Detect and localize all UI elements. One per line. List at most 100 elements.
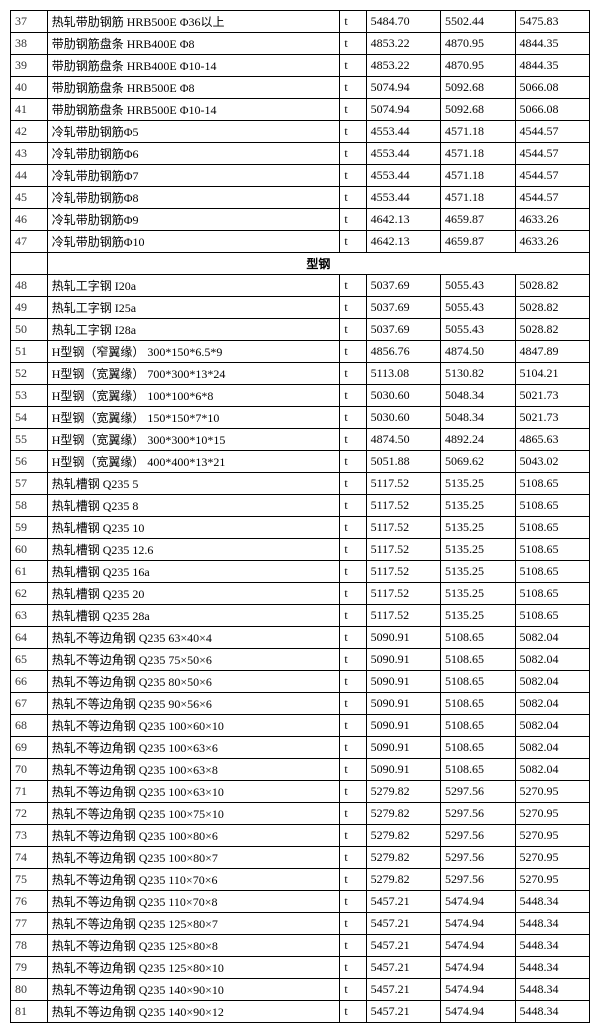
price-3: 5082.04 <box>515 715 590 737</box>
row-number: 45 <box>11 187 48 209</box>
price-3: 5270.95 <box>515 847 590 869</box>
unit: t <box>340 297 366 319</box>
price-3: 5448.34 <box>515 957 590 979</box>
table-row: 70热轧不等边角钢 Q235 100×63×8t5090.915108.6550… <box>11 759 590 781</box>
price-3: 5270.95 <box>515 825 590 847</box>
price-3: 5066.08 <box>515 99 590 121</box>
price-2: 5297.56 <box>441 781 515 803</box>
price-2: 5135.25 <box>441 605 515 627</box>
price-1: 4553.44 <box>366 187 440 209</box>
row-number: 78 <box>11 935 48 957</box>
row-number: 56 <box>11 451 48 473</box>
row-number: 75 <box>11 869 48 891</box>
price-3: 5082.04 <box>515 627 590 649</box>
price-2: 4571.18 <box>441 121 515 143</box>
unit: t <box>340 33 366 55</box>
row-number: 65 <box>11 649 48 671</box>
unit: t <box>340 979 366 1001</box>
unit: t <box>340 737 366 759</box>
unit: t <box>340 187 366 209</box>
table-row: 77热轧不等边角钢 Q235 125×80×7t5457.215474.9454… <box>11 913 590 935</box>
unit: t <box>340 495 366 517</box>
row-number: 40 <box>11 77 48 99</box>
price-1: 4553.44 <box>366 143 440 165</box>
price-1: 5030.60 <box>366 385 440 407</box>
table-row: 49热轧工字钢 I25at5037.695055.435028.82 <box>11 297 590 319</box>
row-number: 77 <box>11 913 48 935</box>
price-2: 4659.87 <box>441 231 515 253</box>
price-3: 5082.04 <box>515 737 590 759</box>
price-2: 5108.65 <box>441 649 515 671</box>
material-description: 热轧不等边角钢 Q235 100×63×10 <box>47 781 340 803</box>
material-description: 冷轧带肋钢筋Φ9 <box>47 209 340 231</box>
price-1: 5037.69 <box>366 319 440 341</box>
table-row: 69热轧不等边角钢 Q235 100×63×6t5090.915108.6550… <box>11 737 590 759</box>
row-number: 43 <box>11 143 48 165</box>
row-number: 60 <box>11 539 48 561</box>
unit: t <box>340 759 366 781</box>
material-description: 热轧槽钢 Q235 10 <box>47 517 340 539</box>
price-2: 5474.94 <box>441 935 515 957</box>
material-description: 热轧不等边角钢 Q235 100×80×7 <box>47 847 340 869</box>
price-2: 5135.25 <box>441 517 515 539</box>
price-3: 5082.04 <box>515 759 590 781</box>
material-description: 热轧不等边角钢 Q235 110×70×6 <box>47 869 340 891</box>
price-1: 4856.76 <box>366 341 440 363</box>
unit: t <box>340 715 366 737</box>
price-1: 5117.52 <box>366 605 440 627</box>
price-2: 5048.34 <box>441 407 515 429</box>
unit: t <box>340 121 366 143</box>
table-row: 71热轧不等边角钢 Q235 100×63×10t5279.825297.565… <box>11 781 590 803</box>
price-1: 5457.21 <box>366 1001 440 1023</box>
table-row: 45冷轧带肋钢筋Φ8t4553.444571.184544.57 <box>11 187 590 209</box>
price-1: 4553.44 <box>366 121 440 143</box>
row-number: 79 <box>11 957 48 979</box>
material-description: 热轧槽钢 Q235 20 <box>47 583 340 605</box>
row-number: 70 <box>11 759 48 781</box>
unit: t <box>340 77 366 99</box>
unit: t <box>340 891 366 913</box>
material-description: 带肋钢筋盘条 HRB400E Φ8 <box>47 33 340 55</box>
table-row: 72热轧不等边角钢 Q235 100×75×10t5279.825297.565… <box>11 803 590 825</box>
price-2: 5297.56 <box>441 803 515 825</box>
price-2: 5135.25 <box>441 539 515 561</box>
price-2: 4892.24 <box>441 429 515 451</box>
price-2: 4571.18 <box>441 165 515 187</box>
row-number: 38 <box>11 33 48 55</box>
table-row: 42冷轧带肋钢筋Φ5t4553.444571.184544.57 <box>11 121 590 143</box>
price-3: 5108.65 <box>515 561 590 583</box>
table-row: 51H型钢（窄翼缘） 300*150*6.5*9t4856.764874.504… <box>11 341 590 363</box>
price-2: 5135.25 <box>441 495 515 517</box>
price-2: 5130.82 <box>441 363 515 385</box>
price-3: 5082.04 <box>515 649 590 671</box>
table-row: 62热轧槽钢 Q235 20t5117.525135.255108.65 <box>11 583 590 605</box>
material-description: 热轧不等边角钢 Q235 75×50×6 <box>47 649 340 671</box>
material-description: H型钢（宽翼缘） 150*150*7*10 <box>47 407 340 429</box>
row-number: 47 <box>11 231 48 253</box>
price-1: 5279.82 <box>366 825 440 847</box>
table-row: 46冷轧带肋钢筋Φ9t4642.134659.874633.26 <box>11 209 590 231</box>
table-row: 44冷轧带肋钢筋Φ7t4553.444571.184544.57 <box>11 165 590 187</box>
price-3: 4544.57 <box>515 165 590 187</box>
price-1: 5090.91 <box>366 693 440 715</box>
table-row: 79热轧不等边角钢 Q235 125×80×10t5457.215474.945… <box>11 957 590 979</box>
price-1: 4853.22 <box>366 55 440 77</box>
price-1: 5117.52 <box>366 561 440 583</box>
price-3: 5448.34 <box>515 891 590 913</box>
table-row: 54H型钢（宽翼缘） 150*150*7*10t5030.605048.3450… <box>11 407 590 429</box>
price-2: 5108.65 <box>441 715 515 737</box>
price-3: 5108.65 <box>515 495 590 517</box>
material-description: 热轧槽钢 Q235 12.6 <box>47 539 340 561</box>
price-1: 5090.91 <box>366 737 440 759</box>
table-row: 67热轧不等边角钢 Q235 90×56×6t5090.915108.65508… <box>11 693 590 715</box>
unit: t <box>340 935 366 957</box>
price-3: 5021.73 <box>515 385 590 407</box>
price-2: 5108.65 <box>441 737 515 759</box>
price-1: 4874.50 <box>366 429 440 451</box>
material-description: 热轧不等边角钢 Q235 90×56×6 <box>47 693 340 715</box>
section-empty-cell <box>11 253 48 275</box>
table-row: 64热轧不等边角钢 Q235 63×40×4t5090.915108.65508… <box>11 627 590 649</box>
price-2: 5474.94 <box>441 979 515 1001</box>
material-description: H型钢（宽翼缘） 100*100*6*8 <box>47 385 340 407</box>
price-2: 4659.87 <box>441 209 515 231</box>
